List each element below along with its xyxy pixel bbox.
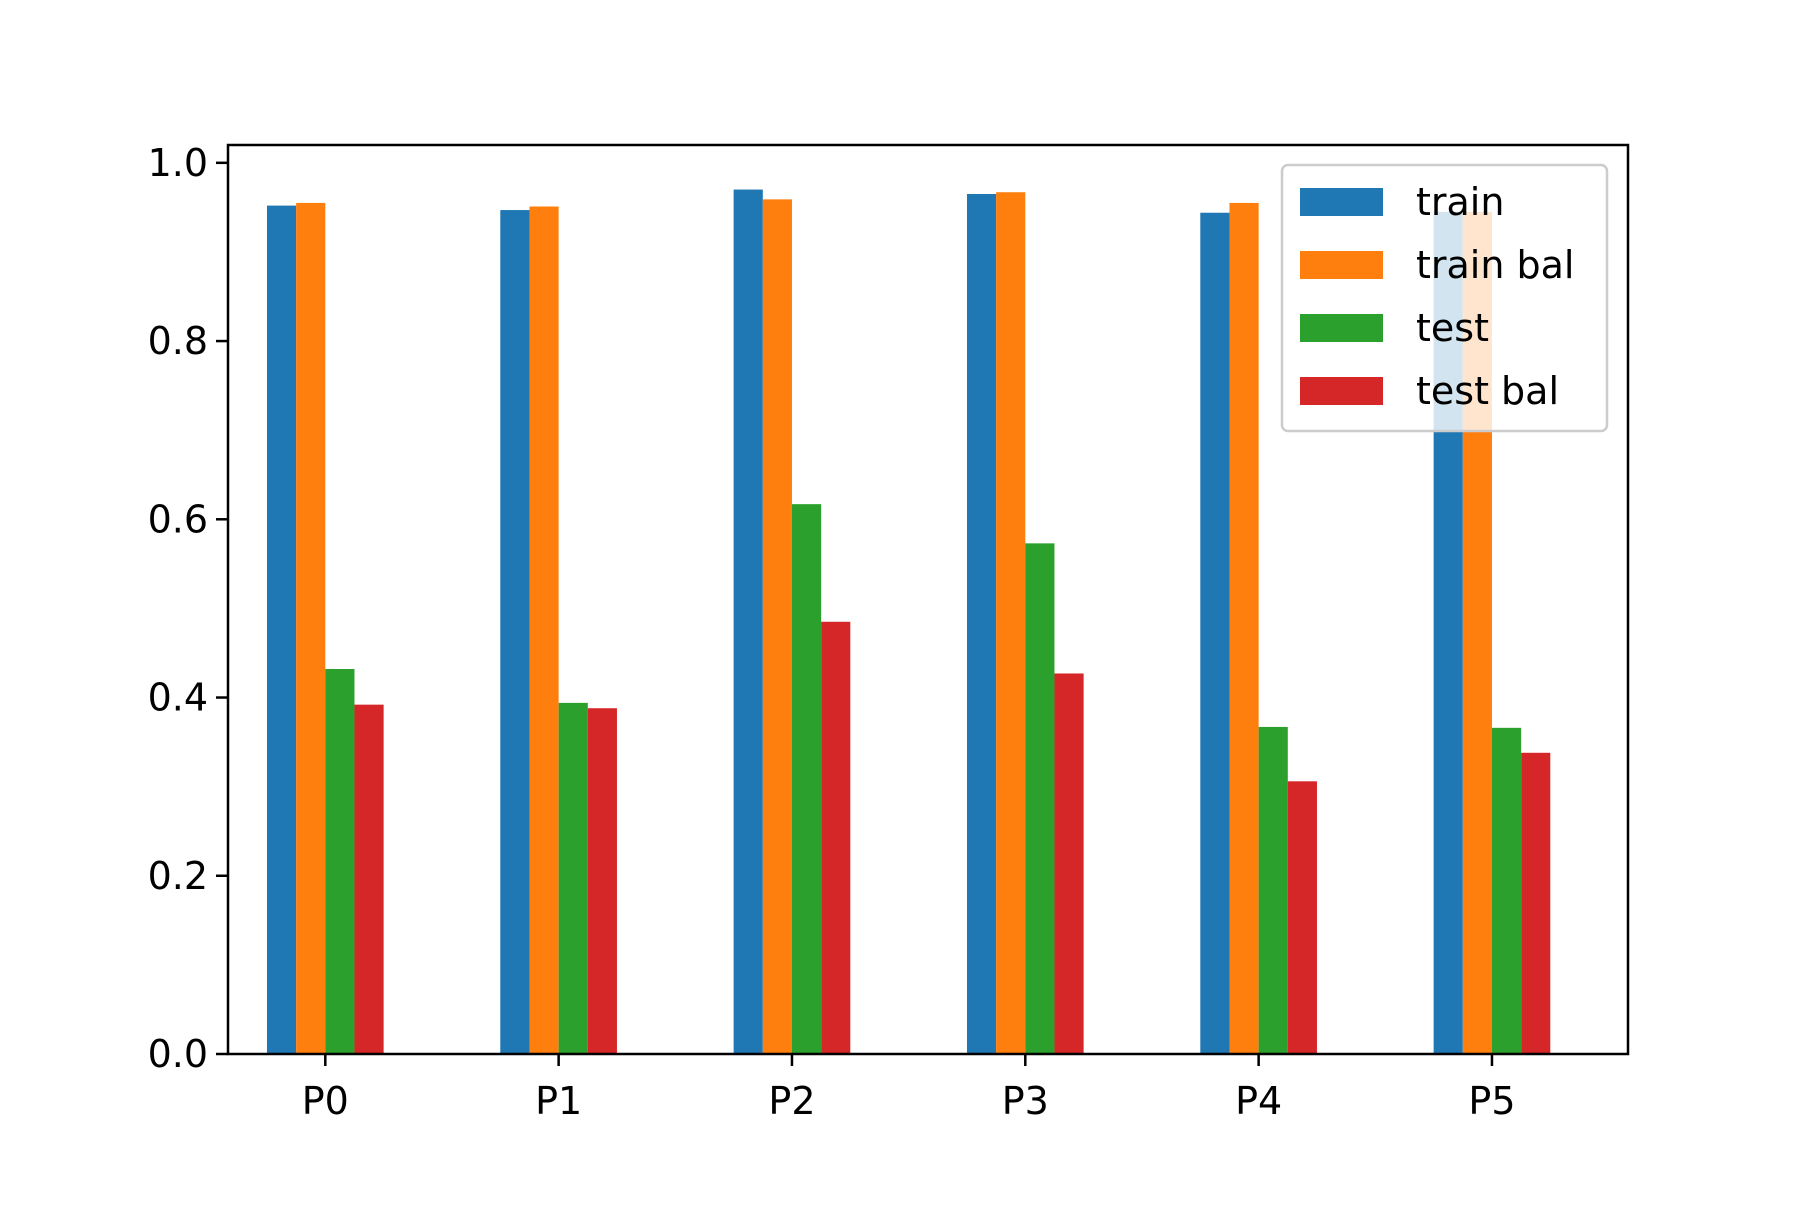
bar-train-P0 [266, 205, 297, 1055]
y-tick-label: 0.4 [148, 676, 208, 720]
legend-label-train: train [1416, 180, 1504, 224]
legend-swatch-train [1300, 188, 1383, 216]
legend-label-test: test [1416, 306, 1489, 350]
bar-test-bal-P2 [821, 621, 851, 1054]
bar-train-P2 [733, 189, 763, 1054]
x-tick-label-P2: P2 [768, 1079, 815, 1123]
bar-test-bal-P0 [354, 704, 384, 1054]
bar-test-P0 [325, 669, 355, 1054]
y-tick-label: 0.2 [148, 854, 208, 898]
y-tick-label: 1.0 [148, 141, 208, 185]
y-axis: 0.0 0.2 0.4 0.6 0.8 1.0 [148, 141, 228, 1076]
bar-train-bal-P2 [762, 199, 792, 1055]
bar-test-P5 [1491, 727, 1522, 1054]
x-axis: P0 P1 P2 P3 P4 P5 [302, 1054, 1516, 1123]
bar-test-P2 [791, 504, 822, 1054]
legend: train train bal test test bal [1280, 163, 1609, 433]
bar-test-P4 [1258, 726, 1288, 1054]
bar-train-bal-P3 [996, 192, 1026, 1054]
legend-swatch-test [1300, 314, 1383, 342]
bar-test-bal-P4 [1287, 781, 1317, 1054]
legend-swatch-test-bal [1300, 377, 1383, 405]
bar-train-P4 [1200, 212, 1230, 1054]
bar-train-P1 [500, 210, 530, 1054]
y-tick-label: 0.6 [148, 497, 208, 541]
bar-train-bal-P1 [529, 206, 559, 1054]
y-tick-label: 0.0 [148, 1032, 208, 1076]
x-tick-label-P0: P0 [302, 1079, 349, 1123]
y-tick-label: 0.8 [148, 319, 208, 363]
legend-label-train-bal: train bal [1416, 243, 1575, 287]
legend-box [1280, 163, 1609, 433]
bar-test-bal-P5 [1521, 752, 1551, 1054]
x-tick-label-P3: P3 [1002, 1079, 1049, 1123]
bar-test-bal-P1 [587, 708, 617, 1054]
bar-train-P3 [966, 194, 997, 1054]
legend-swatch-train-bal [1300, 251, 1383, 279]
legend-label-test-bal: test bal [1416, 369, 1559, 413]
bar-train-bal-P0 [296, 202, 326, 1055]
bar-test-bal-P3 [1054, 673, 1084, 1054]
bar-test-P3 [1025, 543, 1055, 1054]
bar-test-P1 [558, 702, 588, 1054]
plot-area-frame [226, 143, 1630, 1056]
bar-train-bal-P4 [1229, 202, 1259, 1055]
x-tick-label-P5: P5 [1468, 1079, 1515, 1123]
x-tick-label-P4: P4 [1235, 1079, 1282, 1123]
x-tick-label-P1: P1 [535, 1079, 582, 1123]
